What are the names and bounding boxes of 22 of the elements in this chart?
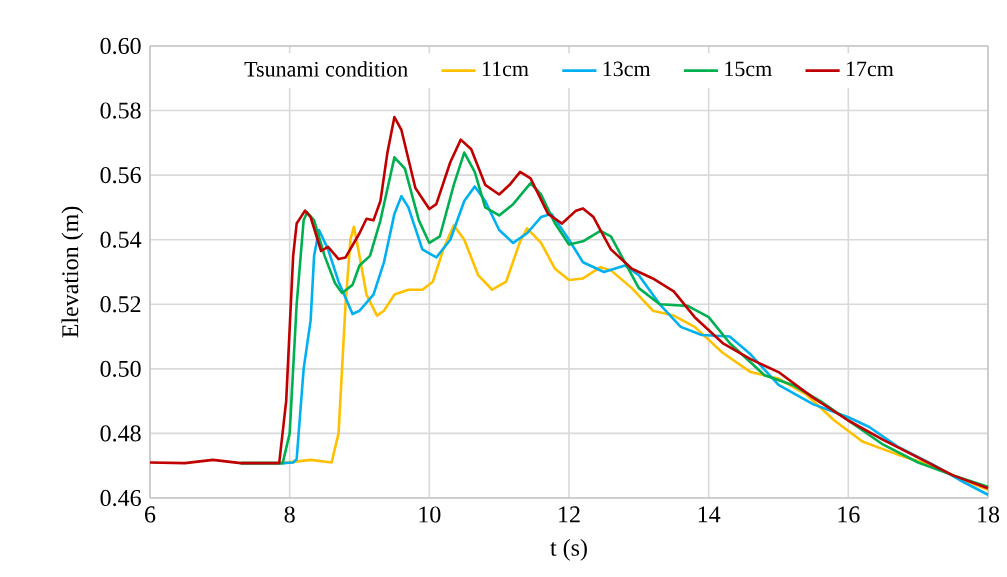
y-tick-label: 0.52 bbox=[100, 296, 141, 313]
x-tick-label: 16 bbox=[838, 506, 860, 523]
y-tick-label: 0.48 bbox=[100, 425, 141, 442]
legend-label: 15cm bbox=[725, 61, 772, 77]
legend-label: 17cm bbox=[846, 61, 894, 77]
y-tick-label: 0.46 bbox=[100, 489, 141, 507]
legend-title: Tsunami condition bbox=[244, 61, 408, 77]
x-axis-title: t (s) bbox=[550, 538, 587, 561]
y-tick-label: 0.56 bbox=[100, 166, 141, 184]
x-tick-label: 10 bbox=[419, 506, 441, 523]
legend-label: 13cm bbox=[603, 61, 651, 77]
legend-label: 11cm bbox=[482, 61, 529, 77]
x-tick-label: 8 bbox=[284, 506, 295, 523]
y-axis-title: Elevation (m) bbox=[61, 206, 84, 338]
y-tick-label: 0.50 bbox=[100, 360, 141, 377]
y-tick-label: 0.54 bbox=[100, 231, 142, 248]
x-tick-label: 6 bbox=[145, 506, 156, 523]
y-tick-label: 0.60 bbox=[100, 37, 141, 55]
y-tick-label: 0.58 bbox=[100, 102, 141, 119]
x-tick-label: 14 bbox=[698, 506, 721, 523]
x-tick-label: 18 bbox=[978, 506, 1000, 523]
x-tick-label: 12 bbox=[559, 506, 580, 523]
